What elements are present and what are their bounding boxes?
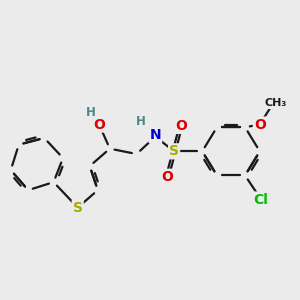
Text: S: S (169, 144, 179, 158)
Text: H: H (86, 106, 96, 119)
Text: O: O (93, 118, 105, 132)
Text: O: O (175, 119, 187, 133)
Text: S: S (73, 201, 83, 214)
Text: O: O (161, 170, 173, 184)
Text: H: H (136, 116, 146, 128)
Text: Cl: Cl (254, 193, 268, 206)
Text: N: N (149, 128, 161, 142)
Text: O: O (254, 118, 266, 132)
Text: CH₃: CH₃ (265, 98, 287, 108)
